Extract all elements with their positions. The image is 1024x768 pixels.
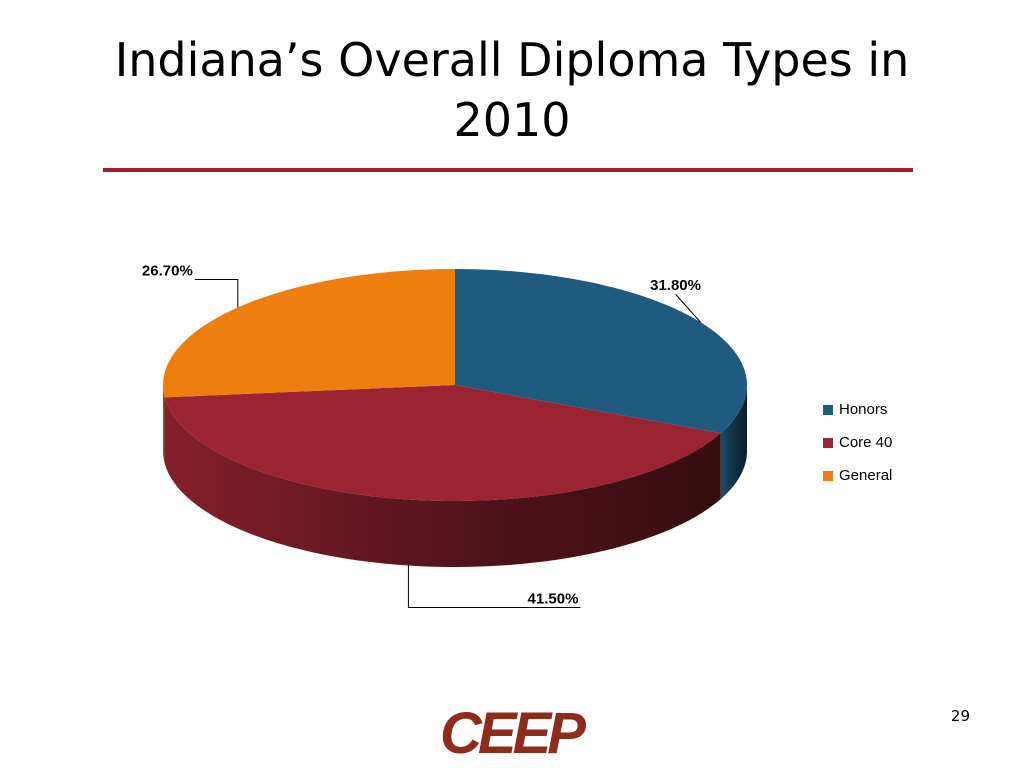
page-number: 29	[950, 707, 970, 725]
data-label: 31.80%	[650, 277, 701, 294]
title-rule	[103, 168, 913, 172]
slice	[455, 269, 747, 434]
data-label: 41.50%	[528, 590, 579, 607]
leader-line	[407, 565, 581, 609]
data-label: 26.70%	[142, 262, 193, 279]
slice-side	[720, 385, 747, 500]
leader-line	[675, 293, 701, 323]
slice	[163, 269, 455, 398]
slice	[164, 385, 721, 501]
logo: CEEP	[440, 701, 586, 766]
slice-side	[164, 397, 721, 567]
legend-swatch	[823, 471, 833, 481]
legend-swatch	[823, 438, 833, 448]
slice-side	[163, 385, 165, 464]
leader-line	[194, 278, 239, 308]
legend-label: Honors	[839, 401, 887, 418]
legend-swatch	[823, 405, 833, 415]
legend-label: Core 40	[839, 434, 892, 451]
legend-label: General	[839, 467, 892, 484]
chart-title: Indiana’s Overall Diploma Types in 2010	[114, 33, 910, 147]
